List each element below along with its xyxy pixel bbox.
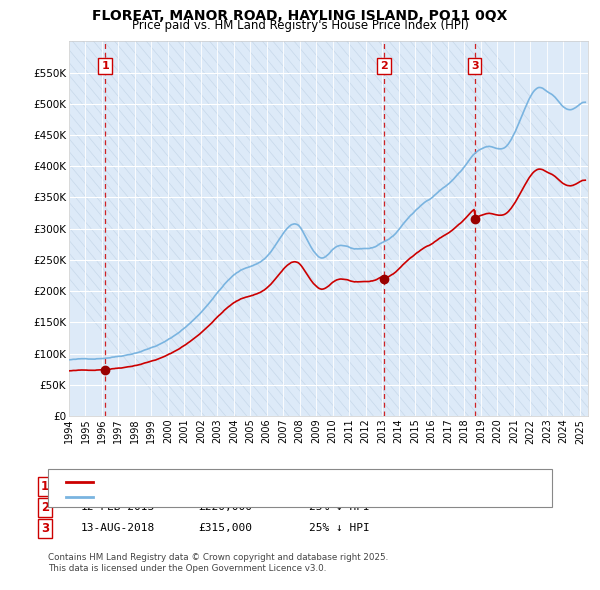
Text: 25% ↓ HPI: 25% ↓ HPI [309, 523, 370, 533]
Text: 22% ↓ HPI: 22% ↓ HPI [309, 482, 370, 491]
Text: 08-MAR-1996: 08-MAR-1996 [81, 482, 155, 491]
Text: £74,000: £74,000 [198, 482, 245, 491]
Text: 2: 2 [41, 501, 49, 514]
Text: HPI: Average price, detached house, Havant: HPI: Average price, detached house, Hava… [96, 493, 326, 502]
Text: 3: 3 [471, 61, 478, 71]
Text: 1: 1 [41, 480, 49, 493]
Text: FLOREAT, MANOR ROAD, HAYLING ISLAND, PO11 0QX: FLOREAT, MANOR ROAD, HAYLING ISLAND, PO1… [92, 9, 508, 23]
Text: 2: 2 [380, 61, 388, 71]
Text: 3: 3 [41, 522, 49, 535]
Text: 1: 1 [101, 61, 109, 71]
Text: Contains HM Land Registry data © Crown copyright and database right 2025.
This d: Contains HM Land Registry data © Crown c… [48, 553, 388, 573]
Text: £315,000: £315,000 [198, 523, 252, 533]
Text: 12-FEB-2013: 12-FEB-2013 [81, 503, 155, 512]
Text: Price paid vs. HM Land Registry's House Price Index (HPI): Price paid vs. HM Land Registry's House … [131, 19, 469, 32]
Text: FLOREAT, MANOR ROAD, HAYLING ISLAND, PO11 0QX (detached house): FLOREAT, MANOR ROAD, HAYLING ISLAND, PO1… [96, 477, 469, 487]
Text: £220,000: £220,000 [198, 503, 252, 512]
Text: 25% ↓ HPI: 25% ↓ HPI [309, 503, 370, 512]
Text: 13-AUG-2018: 13-AUG-2018 [81, 523, 155, 533]
